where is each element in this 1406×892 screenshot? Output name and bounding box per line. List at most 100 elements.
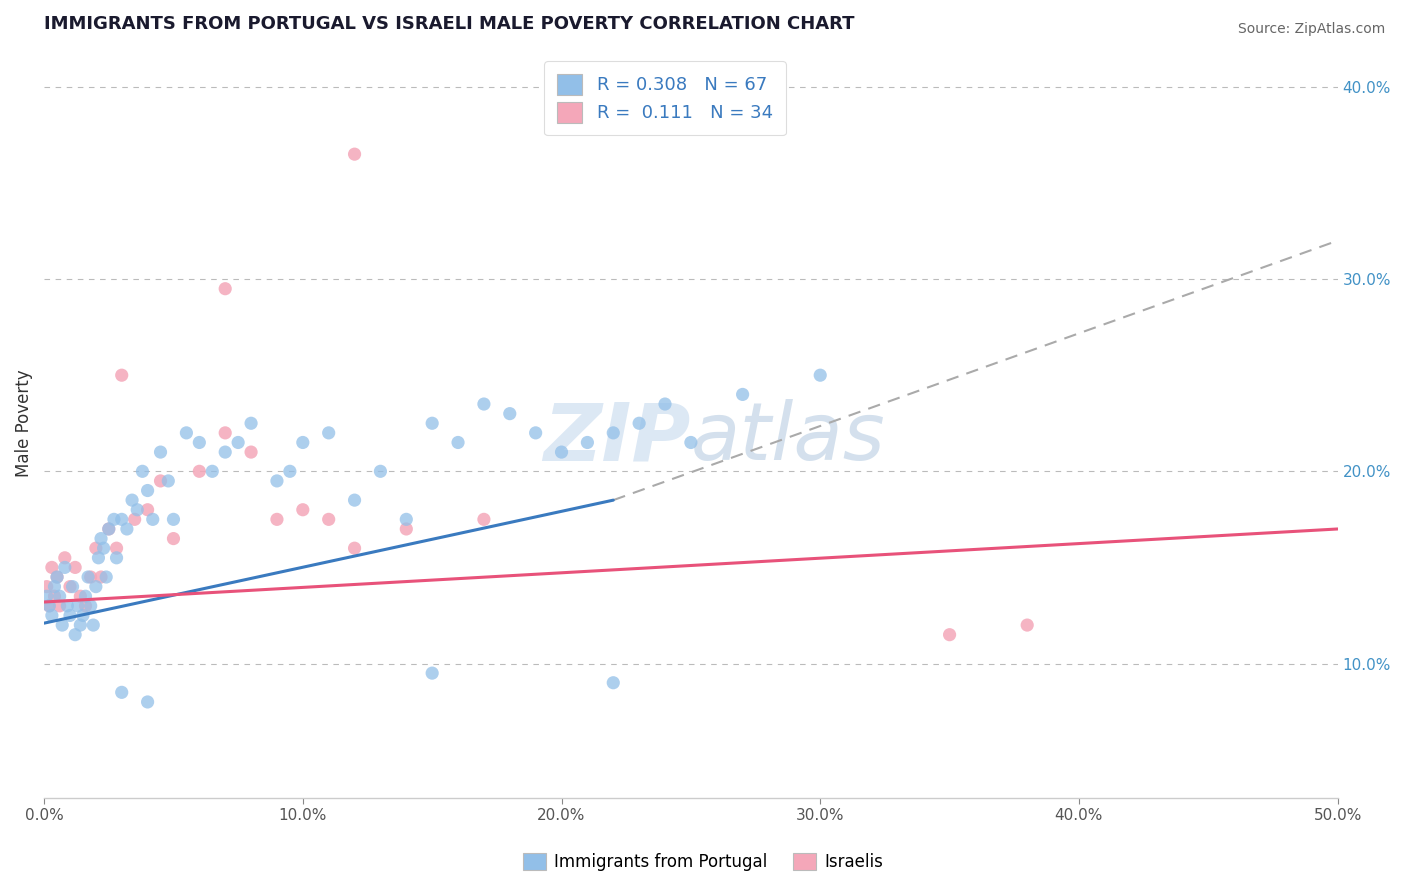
Point bbox=[111, 368, 134, 383]
Point bbox=[240, 445, 263, 459]
Point bbox=[111, 512, 134, 526]
Point bbox=[97, 522, 120, 536]
Point bbox=[115, 522, 138, 536]
Y-axis label: Male Poverty: Male Poverty bbox=[15, 369, 32, 477]
Point bbox=[420, 416, 443, 430]
Point bbox=[105, 550, 128, 565]
Point bbox=[66, 599, 89, 613]
Point bbox=[291, 502, 314, 516]
Point bbox=[121, 493, 143, 508]
Point bbox=[149, 445, 172, 459]
Point bbox=[149, 474, 172, 488]
Point bbox=[808, 368, 831, 383]
Point bbox=[731, 387, 754, 401]
Legend: Immigrants from Portugal, Israelis: Immigrants from Portugal, Israelis bbox=[515, 845, 891, 880]
Point bbox=[41, 560, 63, 574]
Point bbox=[1017, 618, 1039, 632]
Point bbox=[59, 580, 82, 594]
Point bbox=[53, 560, 76, 574]
Point bbox=[420, 666, 443, 681]
Point bbox=[111, 685, 134, 699]
Point bbox=[35, 580, 58, 594]
Point bbox=[105, 541, 128, 556]
Point bbox=[370, 464, 392, 478]
Point bbox=[79, 570, 101, 584]
Point bbox=[214, 445, 236, 459]
Point bbox=[395, 512, 418, 526]
Point bbox=[266, 512, 288, 526]
Point bbox=[72, 608, 94, 623]
Point bbox=[628, 416, 651, 430]
Point bbox=[524, 425, 547, 440]
Point bbox=[318, 425, 340, 440]
Point bbox=[576, 435, 599, 450]
Point bbox=[343, 541, 366, 556]
Point bbox=[142, 512, 165, 526]
Point bbox=[53, 550, 76, 565]
Point bbox=[278, 464, 301, 478]
Point bbox=[44, 589, 66, 603]
Point bbox=[84, 541, 107, 556]
Point bbox=[75, 589, 97, 603]
Point bbox=[157, 474, 180, 488]
Point bbox=[46, 570, 69, 584]
Point bbox=[654, 397, 676, 411]
Point bbox=[395, 522, 418, 536]
Point bbox=[602, 675, 624, 690]
Point bbox=[35, 589, 58, 603]
Point bbox=[97, 522, 120, 536]
Point bbox=[84, 580, 107, 594]
Point bbox=[266, 474, 288, 488]
Point bbox=[240, 416, 263, 430]
Point bbox=[176, 425, 198, 440]
Point bbox=[75, 599, 97, 613]
Point bbox=[77, 570, 100, 584]
Point bbox=[38, 599, 60, 613]
Point bbox=[550, 445, 572, 459]
Point bbox=[162, 532, 184, 546]
Point bbox=[56, 599, 79, 613]
Point bbox=[226, 435, 249, 450]
Point bbox=[69, 618, 91, 632]
Point bbox=[62, 580, 84, 594]
Point bbox=[103, 512, 125, 526]
Point bbox=[41, 608, 63, 623]
Point bbox=[90, 532, 112, 546]
Point bbox=[136, 483, 159, 498]
Point bbox=[48, 589, 70, 603]
Text: atlas: atlas bbox=[690, 400, 886, 477]
Point bbox=[188, 464, 211, 478]
Point bbox=[938, 628, 960, 642]
Point bbox=[447, 435, 470, 450]
Point bbox=[679, 435, 702, 450]
Point bbox=[48, 599, 70, 613]
Legend: R = 0.308   N = 67, R =  0.111   N = 34: R = 0.308 N = 67, R = 0.111 N = 34 bbox=[544, 62, 786, 136]
Text: Source: ZipAtlas.com: Source: ZipAtlas.com bbox=[1237, 22, 1385, 37]
Text: IMMIGRANTS FROM PORTUGAL VS ISRAELI MALE POVERTY CORRELATION CHART: IMMIGRANTS FROM PORTUGAL VS ISRAELI MALE… bbox=[44, 15, 855, 33]
Point bbox=[44, 580, 66, 594]
Point bbox=[93, 541, 115, 556]
Point bbox=[136, 502, 159, 516]
Point bbox=[69, 589, 91, 603]
Point bbox=[602, 425, 624, 440]
Point bbox=[162, 512, 184, 526]
Point bbox=[59, 608, 82, 623]
Point bbox=[201, 464, 224, 478]
Point bbox=[343, 147, 366, 161]
Point bbox=[38, 599, 60, 613]
Point bbox=[472, 397, 495, 411]
Point bbox=[472, 512, 495, 526]
Point bbox=[214, 282, 236, 296]
Point bbox=[291, 435, 314, 450]
Point bbox=[63, 628, 86, 642]
Point bbox=[90, 570, 112, 584]
Point bbox=[343, 493, 366, 508]
Point bbox=[96, 570, 118, 584]
Point bbox=[214, 425, 236, 440]
Point bbox=[46, 570, 69, 584]
Text: ZIP: ZIP bbox=[544, 400, 690, 477]
Point bbox=[51, 618, 73, 632]
Point bbox=[82, 618, 104, 632]
Point bbox=[127, 502, 149, 516]
Point bbox=[79, 599, 101, 613]
